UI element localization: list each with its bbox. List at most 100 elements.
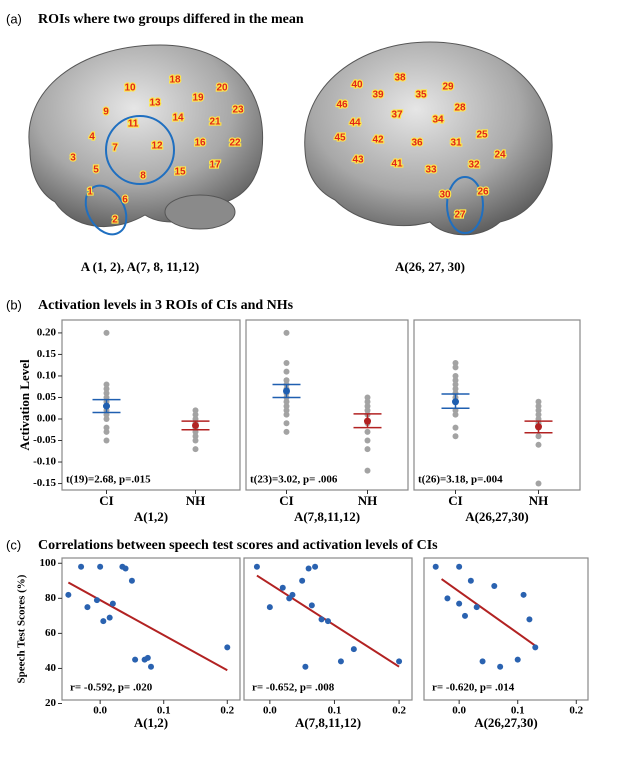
data-point bbox=[305, 565, 312, 572]
brain-shape bbox=[28, 44, 264, 227]
panel-title: ROIs where two groups differed in the me… bbox=[38, 12, 304, 27]
roi-label: 46 bbox=[336, 100, 348, 111]
roi-label: 19 bbox=[192, 93, 204, 104]
data-point bbox=[514, 656, 521, 663]
panel-letter: (b) bbox=[6, 297, 22, 312]
data-point bbox=[452, 433, 459, 440]
data-point bbox=[192, 446, 199, 453]
y-axis-label: Speech Test Scores (%) bbox=[16, 574, 28, 683]
annotation: r= -0.652, p= .008 bbox=[252, 682, 335, 694]
data-point bbox=[192, 437, 199, 444]
x-tick-label: 0.2 bbox=[220, 705, 234, 717]
data-point bbox=[396, 658, 403, 665]
data-point bbox=[535, 398, 542, 405]
x-axis-label: A(1,2) bbox=[134, 509, 168, 524]
x-tick-label: 0.1 bbox=[328, 705, 342, 717]
roi-label: 34 bbox=[432, 115, 444, 126]
x-tick-label: 0.2 bbox=[392, 705, 406, 717]
y-tick-label: 0.05 bbox=[37, 391, 57, 403]
data-point bbox=[106, 614, 113, 621]
data-point bbox=[283, 329, 290, 336]
data-point bbox=[491, 583, 498, 590]
data-point bbox=[283, 407, 290, 414]
roi-label: 25 bbox=[476, 130, 488, 141]
y-tick-label: 60 bbox=[45, 627, 57, 639]
data-point bbox=[452, 360, 459, 367]
data-point bbox=[456, 563, 463, 570]
plot-frame bbox=[61, 319, 241, 491]
roi-label: 10 bbox=[124, 83, 136, 94]
data-point bbox=[283, 368, 290, 375]
data-point bbox=[299, 577, 306, 584]
data-point bbox=[283, 428, 290, 435]
data-point bbox=[65, 591, 72, 598]
data-point bbox=[192, 411, 199, 418]
mean-point bbox=[283, 387, 290, 395]
roi-label: 5 bbox=[93, 165, 99, 176]
roi-label: 30 bbox=[439, 190, 451, 201]
mean-point bbox=[364, 417, 371, 425]
roi-label: 3 bbox=[70, 153, 76, 164]
x-tick-label: 0.0 bbox=[93, 705, 107, 717]
data-point bbox=[452, 424, 459, 431]
annotation: t(19)=2.68, p=.015 bbox=[66, 474, 151, 486]
data-point bbox=[535, 480, 542, 487]
data-point bbox=[192, 407, 199, 414]
data-point bbox=[535, 407, 542, 414]
x-axis-label: A(26,27,30) bbox=[465, 509, 529, 524]
x-tick-label: NH bbox=[186, 493, 206, 508]
x-axis-label: A(26,27,30) bbox=[474, 715, 538, 730]
data-point bbox=[192, 433, 199, 440]
data-point bbox=[535, 433, 542, 440]
roi-label: 35 bbox=[415, 90, 427, 101]
mean-point bbox=[535, 423, 542, 431]
panel-letter: (c) bbox=[6, 537, 21, 552]
roi-label: 7 bbox=[112, 143, 118, 154]
data-point bbox=[109, 600, 116, 607]
roi-label: 37 bbox=[391, 110, 403, 121]
roi-label: 1 bbox=[87, 187, 93, 198]
x-tick-label: 0.1 bbox=[511, 705, 525, 717]
data-point bbox=[78, 563, 85, 570]
y-tick-label: 40 bbox=[45, 662, 57, 674]
panel-title: Activation levels in 3 ROIs of CIs and N… bbox=[38, 298, 294, 313]
panel-letter: (a) bbox=[6, 11, 22, 26]
roi-label: 21 bbox=[209, 117, 221, 128]
data-point bbox=[100, 618, 107, 625]
data-point bbox=[103, 390, 110, 397]
x-axis-label: A(7,8,11,12) bbox=[294, 509, 360, 524]
data-point bbox=[283, 398, 290, 405]
roi-label: 6 bbox=[122, 195, 128, 206]
roi-label: 45 bbox=[334, 133, 346, 144]
roi-label: 33 bbox=[425, 165, 437, 176]
brain-caption: A(26, 27, 30) bbox=[395, 259, 465, 274]
data-point bbox=[283, 360, 290, 367]
roi-label: 43 bbox=[352, 155, 364, 166]
roi-label: 2 bbox=[112, 215, 118, 226]
x-axis-label: A(7,8,11,12) bbox=[295, 715, 361, 730]
data-point bbox=[144, 654, 151, 661]
data-point bbox=[103, 424, 110, 431]
roi-label: 22 bbox=[229, 138, 241, 149]
data-point bbox=[103, 381, 110, 388]
data-point bbox=[535, 441, 542, 448]
data-point bbox=[452, 372, 459, 379]
data-point bbox=[224, 644, 231, 651]
data-point bbox=[279, 584, 286, 591]
data-point bbox=[318, 616, 325, 623]
data-point bbox=[289, 591, 296, 598]
data-point bbox=[302, 663, 309, 670]
data-point bbox=[283, 377, 290, 384]
roi-label: 39 bbox=[372, 90, 384, 101]
roi-label: 11 bbox=[128, 119, 139, 130]
roi-circle bbox=[446, 176, 484, 234]
annotation: t(23)=3.02, p= .006 bbox=[250, 474, 338, 486]
fit-line bbox=[440, 578, 536, 647]
data-point bbox=[467, 577, 474, 584]
data-point bbox=[103, 415, 110, 422]
data-point bbox=[312, 563, 319, 570]
roi-label: 13 bbox=[149, 98, 161, 109]
mean-point bbox=[103, 402, 110, 410]
data-point bbox=[452, 381, 459, 388]
